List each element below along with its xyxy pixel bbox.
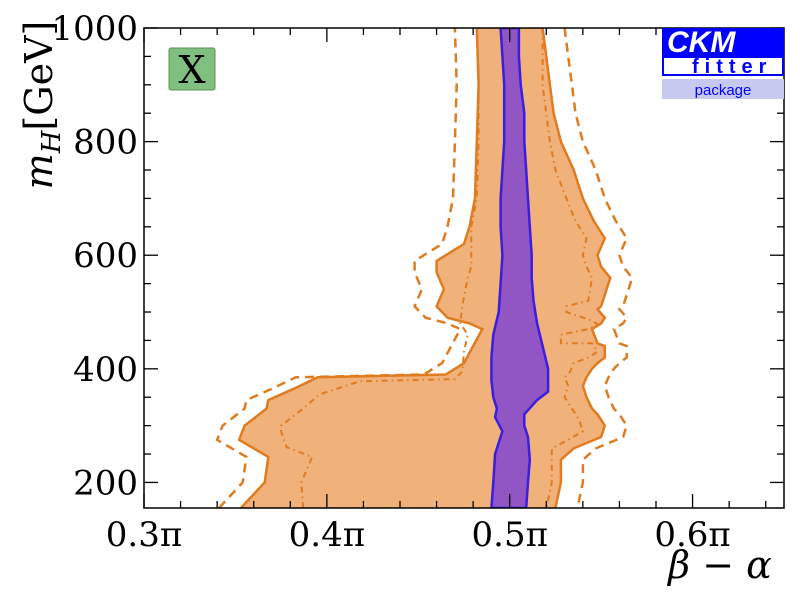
x-axis-title: β − α — [666, 543, 772, 587]
mid-contour-right — [541, 28, 600, 508]
y-tick-label: 800 — [73, 123, 138, 163]
logo-package-text: package — [695, 82, 752, 99]
logo-ckm-text: CKM — [667, 26, 736, 59]
y-axis-title-sub: H — [37, 129, 67, 154]
y-tick-label: 200 — [73, 463, 138, 503]
badge: X — [168, 47, 216, 92]
outer-contour-dashed-right — [563, 28, 634, 508]
svg-text:mH[GeV]: mH[GeV] — [17, 21, 67, 190]
inner-region — [490, 28, 550, 508]
y-axis-title-main: m — [17, 153, 61, 189]
y-axis-title: mH[GeV] — [17, 21, 67, 190]
outer-region-fill — [239, 28, 611, 508]
y-axis-title-unit: [GeV] — [17, 21, 61, 131]
logo-bottom-bar — [662, 79, 784, 99]
x-tick-label: 0.6π — [654, 515, 730, 555]
outer-contour-left — [237, 28, 485, 508]
logo-top-bar — [662, 28, 784, 56]
y-tick-label: 1000 — [51, 9, 138, 49]
mid-contour-left — [280, 28, 480, 508]
axis-layer: 0.3π 0.4π 0.5π 0.6π 200 400 600 800 1000 — [51, 9, 785, 555]
logo-middle-frame — [662, 56, 784, 76]
badge-label: X — [178, 48, 205, 92]
y-tick-label: 400 — [73, 350, 138, 390]
badge-box — [168, 47, 216, 91]
y-tick-label: 600 — [73, 236, 138, 276]
plot-frame — [143, 27, 785, 509]
outer-contour-right — [541, 28, 612, 508]
regions-layer — [215, 28, 634, 508]
outer-contour-dashed-left — [215, 28, 463, 508]
logo-fitter-text: fitter — [692, 56, 772, 78]
ckmfitter-logo: CKM fitter package — [662, 26, 784, 99]
x-tick-label: 0.3π — [106, 515, 182, 555]
x-tick-label: 0.4π — [289, 515, 365, 555]
x-tick-label: 0.5π — [472, 515, 548, 555]
